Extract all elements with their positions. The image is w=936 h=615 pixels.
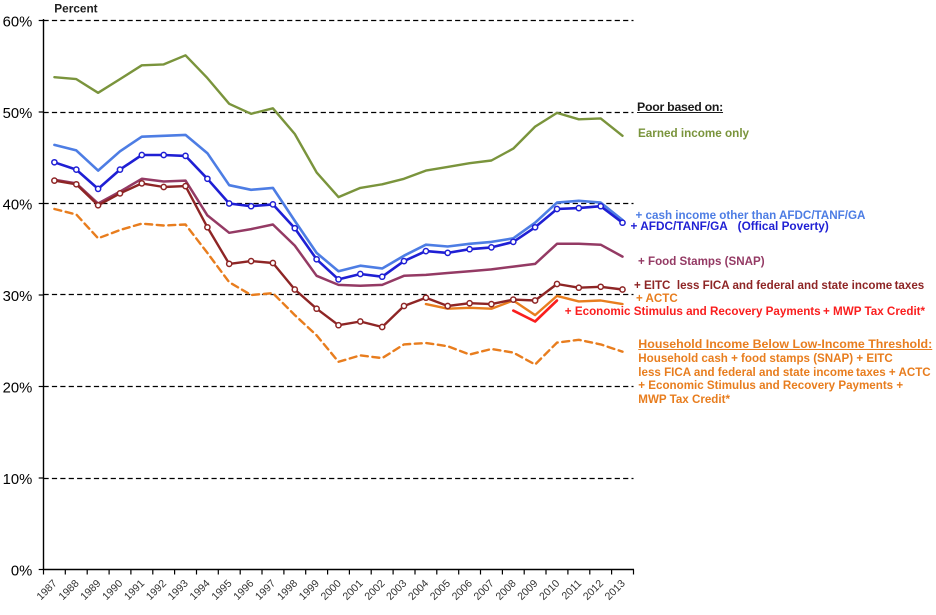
svg-text:1995: 1995 — [209, 578, 234, 603]
svg-text:2007: 2007 — [472, 578, 497, 603]
svg-text:2012: 2012 — [581, 578, 606, 603]
svg-text:2008: 2008 — [493, 578, 518, 603]
svg-text:2001: 2001 — [340, 578, 365, 603]
svg-text:1989: 1989 — [78, 578, 103, 603]
svg-text:2010: 2010 — [537, 578, 562, 603]
svg-text:1993: 1993 — [166, 578, 191, 603]
svg-text:2013: 2013 — [603, 578, 628, 603]
svg-text:0%: 0% — [11, 564, 32, 580]
svg-text:1998: 1998 — [275, 578, 300, 603]
svg-text:1991: 1991 — [122, 578, 147, 603]
svg-text:1997: 1997 — [253, 578, 278, 603]
svg-text:2011: 2011 — [560, 578, 585, 603]
svg-text:2003: 2003 — [384, 578, 409, 603]
svg-text:1987: 1987 — [35, 578, 60, 603]
svg-text:20%: 20% — [3, 381, 33, 397]
svg-text:2006: 2006 — [450, 578, 475, 603]
svg-text:1994: 1994 — [188, 578, 213, 603]
svg-text:60%: 60% — [3, 15, 33, 31]
svg-text:1992: 1992 — [144, 578, 169, 603]
svg-text:2005: 2005 — [428, 578, 453, 603]
svg-text:1999: 1999 — [297, 578, 322, 603]
svg-text:50%: 50% — [3, 106, 33, 122]
svg-text:1996: 1996 — [231, 578, 256, 603]
svg-text:1990: 1990 — [100, 578, 125, 603]
svg-text:1988: 1988 — [56, 578, 81, 603]
svg-text:2009: 2009 — [515, 578, 540, 603]
svg-text:40%: 40% — [3, 198, 33, 214]
svg-text:Percent: Percent — [54, 1, 97, 15]
svg-text:2004: 2004 — [406, 578, 431, 603]
svg-text:10%: 10% — [3, 472, 33, 488]
svg-text:2002: 2002 — [362, 578, 387, 603]
svg-text:30%: 30% — [3, 289, 33, 305]
svg-text:2000: 2000 — [319, 578, 344, 603]
